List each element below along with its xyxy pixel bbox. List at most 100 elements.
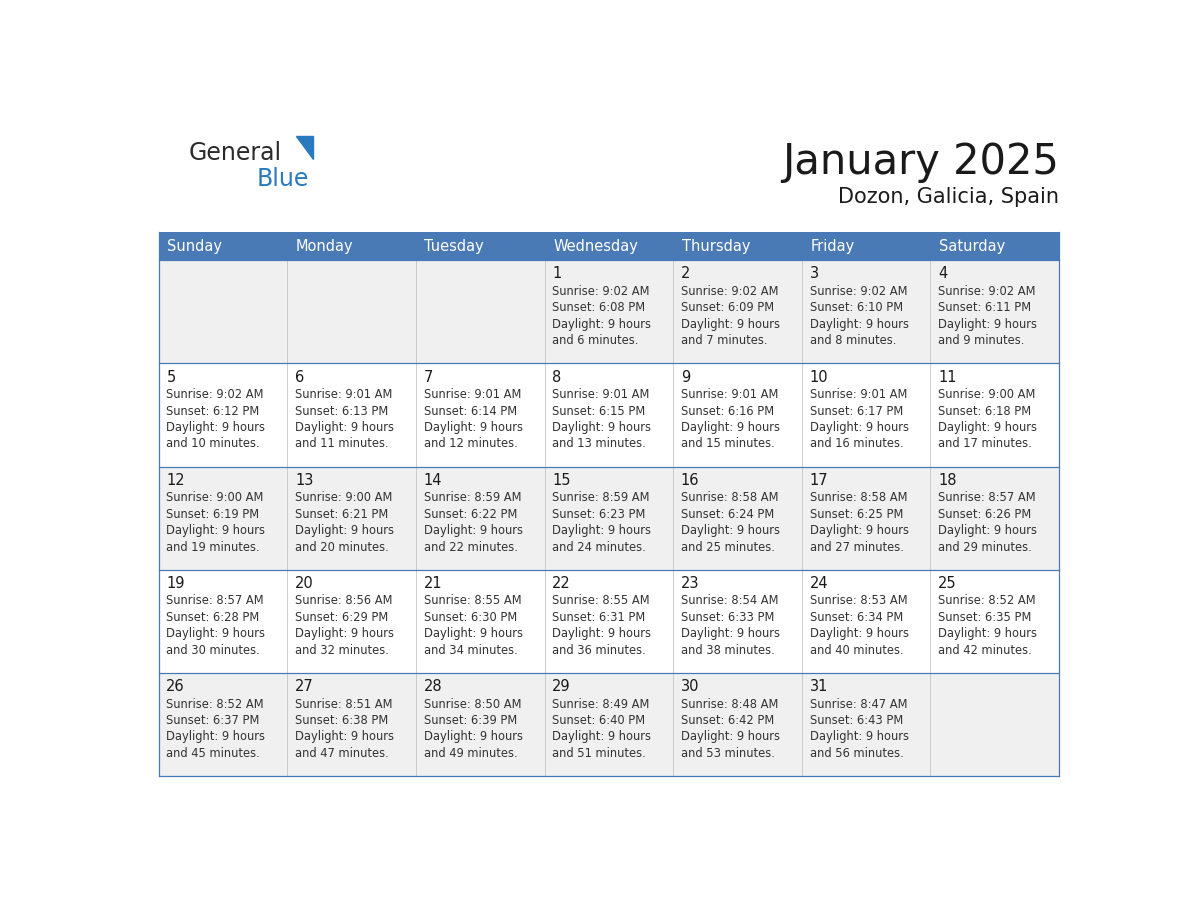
Text: Sunrise: 8:55 AM: Sunrise: 8:55 AM xyxy=(552,595,650,608)
Text: January 2025: January 2025 xyxy=(782,141,1060,183)
Text: and 32 minutes.: and 32 minutes. xyxy=(295,644,388,656)
Bar xyxy=(802,570,930,673)
Text: Daylight: 9 hours: Daylight: 9 hours xyxy=(424,421,523,434)
Text: Sunset: 6:14 PM: Sunset: 6:14 PM xyxy=(424,405,517,418)
Text: and 42 minutes.: and 42 minutes. xyxy=(939,644,1032,656)
Bar xyxy=(416,466,544,570)
Text: Sunrise: 8:58 AM: Sunrise: 8:58 AM xyxy=(809,491,908,504)
Bar xyxy=(287,261,416,364)
Text: Sunrise: 8:57 AM: Sunrise: 8:57 AM xyxy=(166,595,264,608)
Bar xyxy=(674,466,802,570)
Text: 25: 25 xyxy=(939,576,956,591)
Text: Daylight: 9 hours: Daylight: 9 hours xyxy=(295,524,394,537)
Text: Sunrise: 8:54 AM: Sunrise: 8:54 AM xyxy=(681,595,778,608)
Text: 6: 6 xyxy=(295,370,304,385)
Text: and 9 minutes.: and 9 minutes. xyxy=(939,334,1024,347)
Bar xyxy=(544,261,674,364)
Text: Sunrise: 9:01 AM: Sunrise: 9:01 AM xyxy=(295,388,392,401)
Text: Sunset: 6:22 PM: Sunset: 6:22 PM xyxy=(424,508,517,521)
Bar xyxy=(930,570,1060,673)
Text: and 29 minutes.: and 29 minutes. xyxy=(939,541,1032,554)
Bar xyxy=(802,673,930,777)
Text: 4: 4 xyxy=(939,266,948,282)
Text: 10: 10 xyxy=(809,370,828,385)
Text: Sunrise: 8:47 AM: Sunrise: 8:47 AM xyxy=(809,698,908,711)
Text: and 11 minutes.: and 11 minutes. xyxy=(295,437,388,451)
Text: Thursday: Thursday xyxy=(682,239,750,253)
Text: 15: 15 xyxy=(552,473,570,487)
Text: 12: 12 xyxy=(166,473,185,487)
Text: Monday: Monday xyxy=(296,239,353,253)
Text: Sunrise: 8:55 AM: Sunrise: 8:55 AM xyxy=(424,595,522,608)
Bar xyxy=(158,673,287,777)
Text: Sunset: 6:21 PM: Sunset: 6:21 PM xyxy=(295,508,388,521)
Text: Sunset: 6:39 PM: Sunset: 6:39 PM xyxy=(424,714,517,727)
Bar xyxy=(416,673,544,777)
Text: Sunset: 6:35 PM: Sunset: 6:35 PM xyxy=(939,610,1031,624)
Text: Daylight: 9 hours: Daylight: 9 hours xyxy=(809,421,909,434)
Text: Sunrise: 9:01 AM: Sunrise: 9:01 AM xyxy=(552,388,650,401)
Text: Sunrise: 9:01 AM: Sunrise: 9:01 AM xyxy=(681,388,778,401)
Text: Sunrise: 9:02 AM: Sunrise: 9:02 AM xyxy=(552,285,650,298)
Text: Sunset: 6:12 PM: Sunset: 6:12 PM xyxy=(166,405,259,418)
Bar xyxy=(158,570,287,673)
Text: and 38 minutes.: and 38 minutes. xyxy=(681,644,775,656)
Text: Daylight: 9 hours: Daylight: 9 hours xyxy=(295,421,394,434)
Bar xyxy=(802,232,930,261)
Text: 17: 17 xyxy=(809,473,828,487)
Text: Sunrise: 9:01 AM: Sunrise: 9:01 AM xyxy=(424,388,522,401)
Text: Daylight: 9 hours: Daylight: 9 hours xyxy=(552,421,651,434)
Text: and 47 minutes.: and 47 minutes. xyxy=(295,747,388,760)
Text: and 6 minutes.: and 6 minutes. xyxy=(552,334,639,347)
Text: and 13 minutes.: and 13 minutes. xyxy=(552,437,646,451)
Text: Sunset: 6:30 PM: Sunset: 6:30 PM xyxy=(424,610,517,624)
Text: Sunset: 6:28 PM: Sunset: 6:28 PM xyxy=(166,610,259,624)
Text: and 12 minutes.: and 12 minutes. xyxy=(424,437,518,451)
Bar xyxy=(802,261,930,364)
Text: Sunset: 6:25 PM: Sunset: 6:25 PM xyxy=(809,508,903,521)
Text: Sunrise: 9:00 AM: Sunrise: 9:00 AM xyxy=(166,491,264,504)
Text: General: General xyxy=(189,141,282,165)
Text: and 40 minutes.: and 40 minutes. xyxy=(809,644,903,656)
Text: Daylight: 9 hours: Daylight: 9 hours xyxy=(552,318,651,330)
Bar xyxy=(674,261,802,364)
Text: Daylight: 9 hours: Daylight: 9 hours xyxy=(166,627,265,640)
Text: Daylight: 9 hours: Daylight: 9 hours xyxy=(424,524,523,537)
Bar xyxy=(544,466,674,570)
Text: Daylight: 9 hours: Daylight: 9 hours xyxy=(295,731,394,744)
Text: Daylight: 9 hours: Daylight: 9 hours xyxy=(166,731,265,744)
Text: 5: 5 xyxy=(166,370,176,385)
Text: Sunrise: 9:01 AM: Sunrise: 9:01 AM xyxy=(809,388,906,401)
Bar xyxy=(158,261,287,364)
Text: and 56 minutes.: and 56 minutes. xyxy=(809,747,903,760)
Text: 9: 9 xyxy=(681,370,690,385)
Text: 13: 13 xyxy=(295,473,314,487)
Text: Sunset: 6:37 PM: Sunset: 6:37 PM xyxy=(166,714,260,727)
Text: Sunset: 6:42 PM: Sunset: 6:42 PM xyxy=(681,714,775,727)
Polygon shape xyxy=(296,137,312,160)
Text: 22: 22 xyxy=(552,576,571,591)
Text: and 22 minutes.: and 22 minutes. xyxy=(424,541,518,554)
Bar xyxy=(287,673,416,777)
Text: Sunrise: 8:49 AM: Sunrise: 8:49 AM xyxy=(552,698,650,711)
Text: 11: 11 xyxy=(939,370,956,385)
Text: Daylight: 9 hours: Daylight: 9 hours xyxy=(681,421,781,434)
Text: and 20 minutes.: and 20 minutes. xyxy=(295,541,388,554)
Text: and 34 minutes.: and 34 minutes. xyxy=(424,644,518,656)
Text: Sunrise: 8:59 AM: Sunrise: 8:59 AM xyxy=(424,491,522,504)
Text: Sunrise: 8:50 AM: Sunrise: 8:50 AM xyxy=(424,698,522,711)
Text: Daylight: 9 hours: Daylight: 9 hours xyxy=(939,627,1037,640)
Text: Sunset: 6:38 PM: Sunset: 6:38 PM xyxy=(295,714,388,727)
Bar xyxy=(287,570,416,673)
Text: and 16 minutes.: and 16 minutes. xyxy=(809,437,903,451)
Bar xyxy=(930,673,1060,777)
Text: 14: 14 xyxy=(424,473,442,487)
Text: and 45 minutes.: and 45 minutes. xyxy=(166,747,260,760)
Text: Daylight: 9 hours: Daylight: 9 hours xyxy=(552,524,651,537)
Text: Sunrise: 8:51 AM: Sunrise: 8:51 AM xyxy=(295,698,392,711)
Text: Daylight: 9 hours: Daylight: 9 hours xyxy=(552,627,651,640)
Text: Sunday: Sunday xyxy=(168,239,222,253)
Text: 20: 20 xyxy=(295,576,314,591)
Text: Daylight: 9 hours: Daylight: 9 hours xyxy=(809,524,909,537)
Text: and 7 minutes.: and 7 minutes. xyxy=(681,334,767,347)
